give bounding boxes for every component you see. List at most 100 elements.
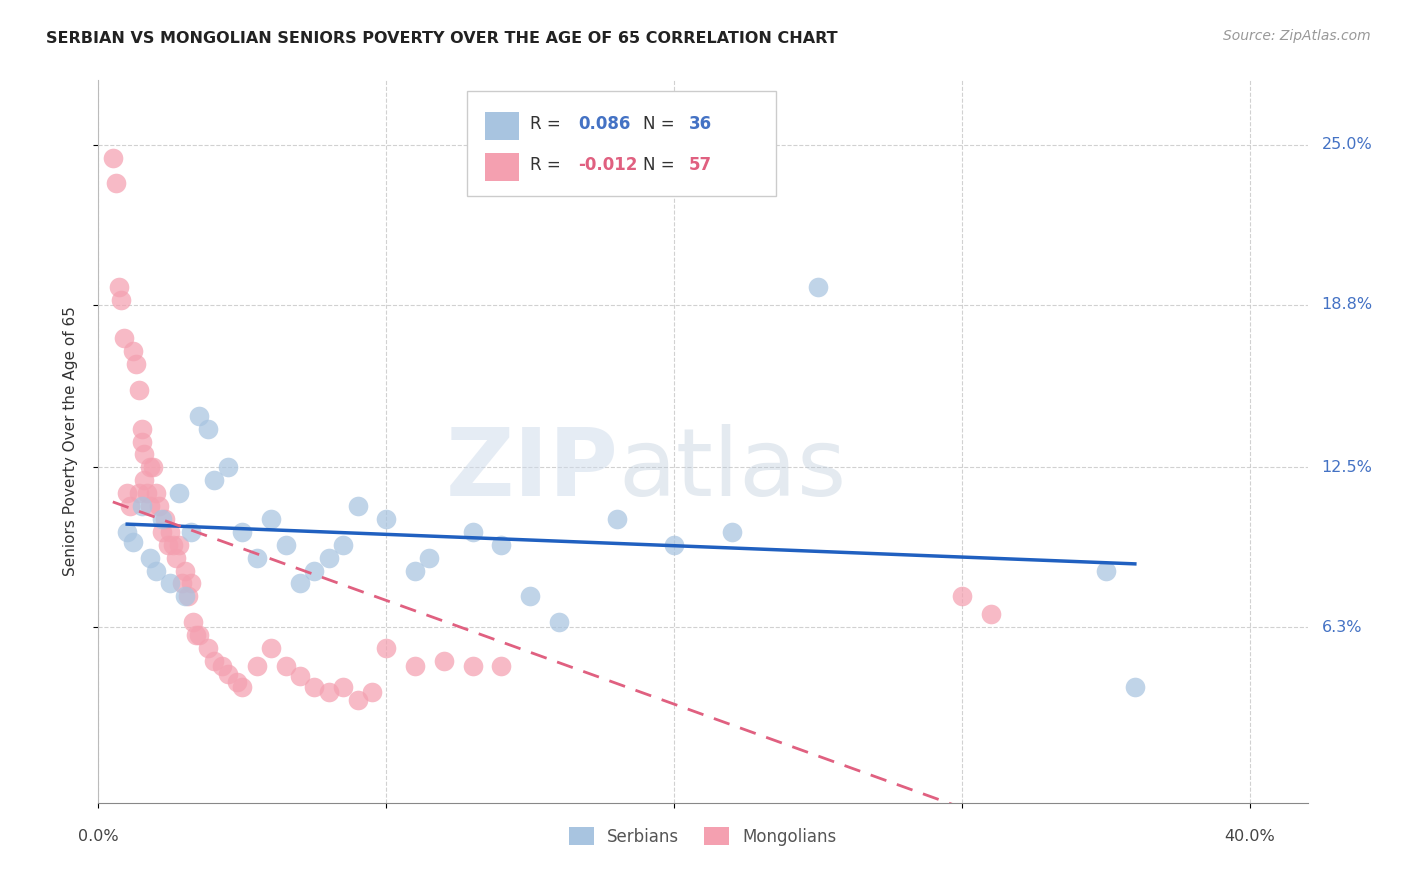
Point bbox=[150, 512, 173, 526]
Point bbox=[134, 473, 156, 487]
Point bbox=[173, 590, 195, 604]
Point bbox=[375, 640, 398, 655]
Text: Source: ZipAtlas.com: Source: ZipAtlas.com bbox=[1223, 29, 1371, 43]
Text: 25.0%: 25.0% bbox=[1322, 137, 1372, 153]
Point bbox=[131, 434, 153, 449]
Point bbox=[167, 538, 190, 552]
Text: R =: R = bbox=[530, 115, 567, 133]
Point bbox=[433, 654, 456, 668]
Point bbox=[332, 680, 354, 694]
Point bbox=[217, 460, 239, 475]
Point bbox=[183, 615, 205, 630]
Point bbox=[606, 512, 628, 526]
Text: 0.0%: 0.0% bbox=[79, 829, 118, 844]
Point bbox=[318, 685, 340, 699]
Text: N =: N = bbox=[643, 115, 679, 133]
Point bbox=[142, 460, 165, 475]
Point bbox=[122, 344, 145, 359]
Point bbox=[145, 564, 167, 578]
Point bbox=[461, 659, 484, 673]
Point bbox=[246, 659, 269, 673]
Point bbox=[170, 576, 193, 591]
Point bbox=[217, 666, 239, 681]
Point bbox=[211, 659, 233, 673]
Point bbox=[136, 486, 159, 500]
Point bbox=[246, 550, 269, 565]
Point bbox=[231, 680, 253, 694]
Point bbox=[148, 499, 170, 513]
Text: -0.012: -0.012 bbox=[578, 156, 638, 174]
Point bbox=[104, 177, 127, 191]
Point bbox=[304, 564, 326, 578]
Point bbox=[139, 460, 162, 475]
Point bbox=[131, 499, 153, 513]
Point bbox=[361, 685, 384, 699]
Point bbox=[202, 654, 225, 668]
Text: 40.0%: 40.0% bbox=[1225, 829, 1275, 844]
Point bbox=[139, 550, 162, 565]
Point bbox=[150, 524, 173, 539]
Point bbox=[404, 564, 426, 578]
Point bbox=[274, 659, 297, 673]
Point bbox=[404, 659, 426, 673]
Text: atlas: atlas bbox=[619, 425, 846, 516]
Point bbox=[375, 512, 398, 526]
Point bbox=[115, 524, 138, 539]
Point bbox=[1123, 680, 1146, 694]
Point bbox=[134, 447, 156, 461]
Point bbox=[122, 535, 145, 549]
Point bbox=[225, 674, 247, 689]
Point bbox=[664, 538, 686, 552]
FancyBboxPatch shape bbox=[467, 91, 776, 196]
Point bbox=[165, 550, 187, 565]
Point bbox=[197, 422, 219, 436]
Point bbox=[188, 628, 211, 642]
Point bbox=[720, 524, 742, 539]
Point bbox=[159, 576, 181, 591]
Point bbox=[491, 659, 513, 673]
Point bbox=[180, 524, 202, 539]
Point bbox=[159, 524, 181, 539]
Text: 0.086: 0.086 bbox=[578, 115, 631, 133]
Point bbox=[167, 486, 190, 500]
Point bbox=[153, 512, 176, 526]
Point bbox=[120, 499, 142, 513]
Text: 18.8%: 18.8% bbox=[1322, 297, 1372, 312]
Point bbox=[162, 538, 184, 552]
Point bbox=[186, 628, 208, 642]
FancyBboxPatch shape bbox=[485, 153, 519, 181]
Point bbox=[125, 357, 148, 371]
Point bbox=[231, 524, 253, 539]
Point bbox=[176, 590, 198, 604]
Text: ZIP: ZIP bbox=[446, 425, 619, 516]
Point bbox=[288, 669, 311, 683]
Point bbox=[1095, 564, 1118, 578]
Text: 36: 36 bbox=[689, 115, 711, 133]
Point bbox=[180, 576, 202, 591]
Legend: Serbians, Mongolians: Serbians, Mongolians bbox=[562, 821, 844, 852]
Point bbox=[260, 512, 283, 526]
Point bbox=[519, 590, 541, 604]
Point bbox=[346, 692, 368, 706]
Text: 6.3%: 6.3% bbox=[1322, 620, 1362, 635]
Point bbox=[318, 550, 340, 565]
Text: R =: R = bbox=[530, 156, 567, 174]
Text: 12.5%: 12.5% bbox=[1322, 460, 1372, 475]
Point bbox=[173, 564, 195, 578]
Point bbox=[139, 499, 162, 513]
Point bbox=[197, 640, 219, 655]
Point bbox=[115, 486, 138, 500]
Text: 57: 57 bbox=[689, 156, 711, 174]
Y-axis label: Seniors Poverty Over the Age of 65: Seniors Poverty Over the Age of 65 bbox=[63, 307, 77, 576]
Point bbox=[491, 538, 513, 552]
Point bbox=[461, 524, 484, 539]
Point bbox=[807, 279, 830, 293]
Point bbox=[304, 680, 326, 694]
Point bbox=[128, 383, 150, 397]
Point bbox=[548, 615, 571, 630]
FancyBboxPatch shape bbox=[485, 112, 519, 139]
Point bbox=[274, 538, 297, 552]
Text: SERBIAN VS MONGOLIAN SENIORS POVERTY OVER THE AGE OF 65 CORRELATION CHART: SERBIAN VS MONGOLIAN SENIORS POVERTY OVE… bbox=[46, 31, 838, 46]
Point bbox=[260, 640, 283, 655]
Point bbox=[107, 279, 129, 293]
